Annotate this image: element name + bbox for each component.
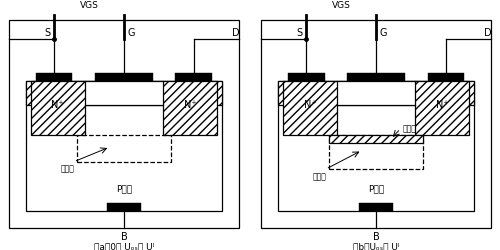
Text: P衯底: P衯底 bbox=[368, 184, 384, 193]
Bar bbox=[176, 73, 212, 81]
Text: S: S bbox=[44, 28, 51, 38]
Text: 反型層: 反型層 bbox=[403, 124, 417, 133]
Text: （b）Uₒₛ＞ Uᴵ: （b）Uₒₛ＞ Uᴵ bbox=[353, 243, 400, 250]
Bar bbox=[278, 81, 474, 211]
Text: （a）0＜ Uₒₛ＜ Uᴵ: （a）0＜ Uₒₛ＜ Uᴵ bbox=[94, 243, 154, 250]
Text: P衯底: P衯底 bbox=[116, 184, 132, 193]
Text: 耗盡層: 耗盡層 bbox=[60, 164, 74, 173]
Bar bbox=[78, 135, 170, 162]
Bar bbox=[107, 203, 141, 211]
Bar bbox=[278, 81, 474, 106]
Text: VGS: VGS bbox=[332, 1, 350, 10]
Bar bbox=[288, 73, 325, 81]
Bar bbox=[416, 81, 469, 135]
Bar bbox=[283, 81, 337, 135]
Bar bbox=[163, 81, 217, 135]
Bar bbox=[337, 81, 415, 106]
Bar bbox=[36, 73, 72, 81]
Text: VGS: VGS bbox=[80, 1, 98, 10]
Bar bbox=[330, 135, 422, 143]
Bar bbox=[359, 203, 393, 211]
Text: G: G bbox=[128, 28, 135, 38]
Bar bbox=[8, 20, 239, 228]
Text: D: D bbox=[484, 28, 492, 38]
Bar bbox=[26, 81, 222, 106]
Text: N⁺: N⁺ bbox=[184, 100, 196, 110]
Bar bbox=[31, 81, 84, 135]
Bar bbox=[26, 81, 222, 211]
Text: N⁺: N⁺ bbox=[52, 100, 64, 110]
Text: G: G bbox=[380, 28, 387, 38]
Bar bbox=[330, 135, 422, 169]
Text: N⁺: N⁺ bbox=[436, 100, 448, 110]
Text: N⁺: N⁺ bbox=[304, 100, 316, 110]
Bar bbox=[84, 81, 163, 106]
Bar bbox=[428, 73, 465, 81]
Text: B: B bbox=[372, 232, 380, 242]
Text: B: B bbox=[120, 232, 128, 242]
Text: D: D bbox=[232, 28, 239, 38]
Text: S: S bbox=[296, 28, 302, 38]
Bar bbox=[346, 73, 406, 81]
Text: 耗盡層: 耗盡層 bbox=[312, 172, 326, 181]
Bar bbox=[94, 73, 154, 81]
Bar bbox=[261, 20, 492, 228]
